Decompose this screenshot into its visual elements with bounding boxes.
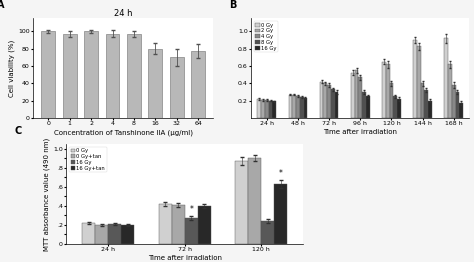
Bar	[428, 101, 432, 118]
Bar	[300, 97, 303, 118]
Bar	[444, 38, 448, 118]
Bar	[448, 64, 452, 118]
Bar	[320, 81, 323, 118]
X-axis label: Concentration of Tanshinone IIA (μg/ml): Concentration of Tanshinone IIA (μg/ml)	[54, 129, 193, 136]
Bar	[41, 31, 55, 118]
Bar	[261, 221, 274, 244]
Bar	[172, 205, 185, 244]
Y-axis label: MTT absorbance value (490 nm): MTT absorbance value (490 nm)	[44, 137, 50, 250]
Title: 24 h: 24 h	[114, 9, 133, 18]
Bar	[362, 92, 366, 118]
Bar	[397, 99, 401, 118]
Bar	[327, 85, 331, 118]
Bar	[323, 83, 327, 118]
Bar	[382, 62, 386, 118]
Bar	[265, 100, 269, 118]
Bar	[393, 96, 397, 118]
Text: B: B	[229, 0, 237, 10]
Bar	[417, 46, 420, 118]
Bar	[424, 90, 428, 118]
Bar	[292, 95, 296, 118]
Text: C: C	[14, 126, 21, 136]
Bar	[121, 225, 135, 244]
Text: *: *	[279, 169, 283, 178]
Bar	[148, 49, 162, 118]
Bar	[335, 92, 338, 118]
Text: *: *	[190, 205, 193, 214]
Bar	[274, 184, 287, 244]
Bar	[248, 158, 261, 244]
Bar	[413, 40, 417, 118]
Bar	[273, 101, 276, 118]
Bar	[159, 204, 172, 244]
Bar	[355, 70, 358, 118]
Legend: 0 Gy, 2 Gy, 4 Gy, 8 Gy, 16 Gy: 0 Gy, 2 Gy, 4 Gy, 8 Gy, 16 Gy	[254, 21, 278, 52]
Bar	[235, 161, 248, 244]
Bar	[261, 100, 265, 118]
Bar	[198, 206, 211, 244]
X-axis label: Time after irradiation: Time after irradiation	[323, 129, 397, 135]
Bar	[191, 51, 205, 118]
Bar	[82, 223, 95, 244]
Y-axis label: Cell viability (%): Cell viability (%)	[9, 40, 15, 97]
Bar	[269, 101, 273, 118]
Bar	[331, 89, 335, 118]
Bar	[456, 92, 459, 118]
Bar	[459, 103, 463, 118]
Text: A: A	[0, 0, 5, 10]
Bar	[170, 57, 184, 118]
X-axis label: Time after irradiation: Time after irradiation	[148, 255, 222, 261]
Bar	[296, 96, 300, 118]
Bar	[358, 77, 362, 118]
Bar	[109, 224, 121, 244]
Legend: 0 Gy, 0 Gy+tan, 16 Gy, 16 Gy+tan: 0 Gy, 0 Gy+tan, 16 Gy, 16 Gy+tan	[69, 147, 107, 172]
Bar	[452, 85, 456, 118]
Bar	[106, 34, 119, 118]
Bar	[303, 98, 307, 118]
Bar	[84, 31, 98, 118]
Bar	[289, 95, 292, 118]
Bar	[366, 96, 370, 118]
Bar	[386, 64, 390, 118]
Bar	[257, 99, 261, 118]
Bar	[420, 83, 424, 118]
Bar	[185, 218, 198, 244]
Bar	[390, 83, 393, 118]
Bar	[95, 225, 109, 244]
Bar	[63, 34, 77, 118]
Bar	[351, 73, 355, 118]
Bar	[127, 34, 141, 118]
